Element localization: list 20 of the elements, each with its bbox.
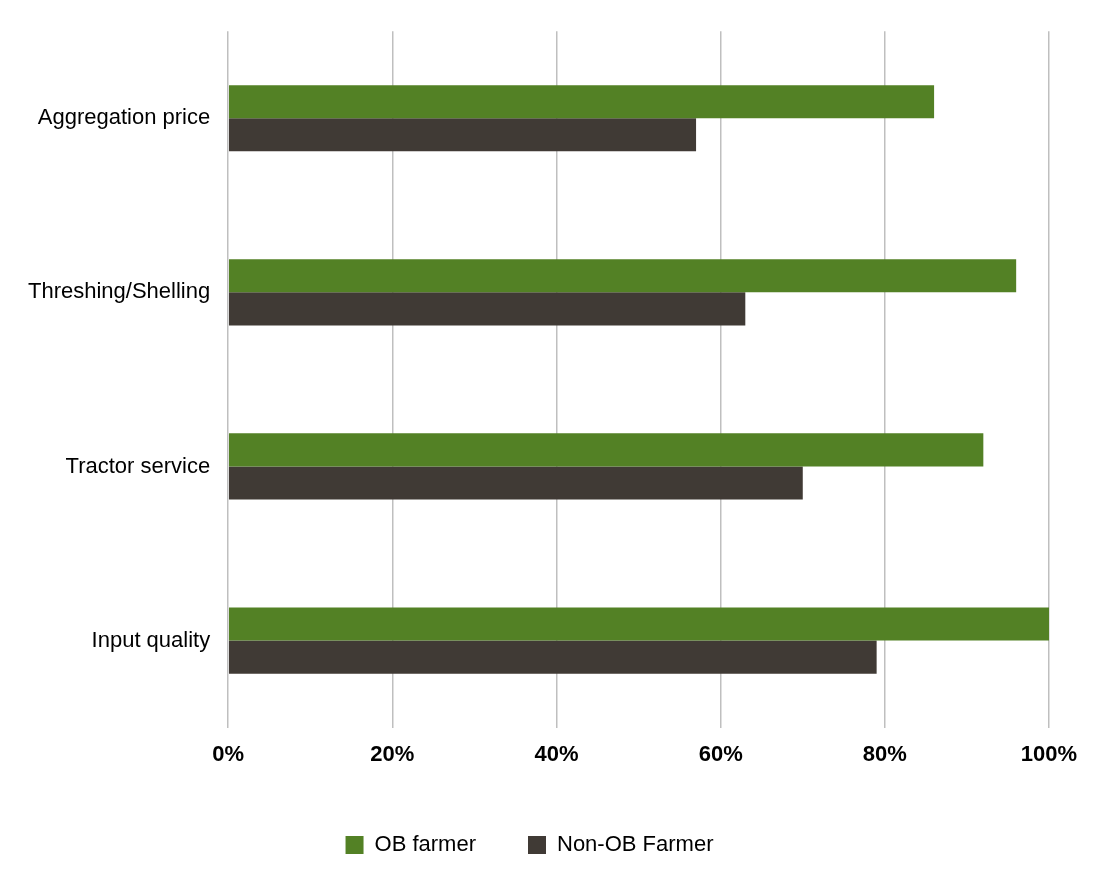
x-tick-label: 60%	[698, 740, 743, 766]
bar	[228, 85, 935, 119]
bar	[228, 433, 984, 467]
bar	[228, 118, 697, 152]
legend-label: Non-OB Farmer	[556, 831, 714, 857]
y-tick-label: Input quality	[91, 626, 211, 652]
x-tick-label: 20%	[370, 740, 415, 766]
y-tick-label: Threshing/Shelling	[27, 278, 211, 304]
legend-label: OB farmer	[374, 831, 476, 857]
y-tick-label: Aggregation price	[37, 104, 211, 130]
x-tick-label: 80%	[862, 740, 907, 766]
x-tick-label: 0%	[212, 740, 245, 766]
x-tick-label: 40%	[534, 740, 579, 766]
bar	[228, 640, 877, 674]
bar	[228, 466, 803, 500]
bar	[228, 292, 746, 326]
bar	[228, 607, 1049, 641]
x-tick-label: 100%	[1020, 740, 1078, 766]
bar	[228, 259, 1017, 293]
y-tick-label: Tractor service	[65, 452, 211, 478]
